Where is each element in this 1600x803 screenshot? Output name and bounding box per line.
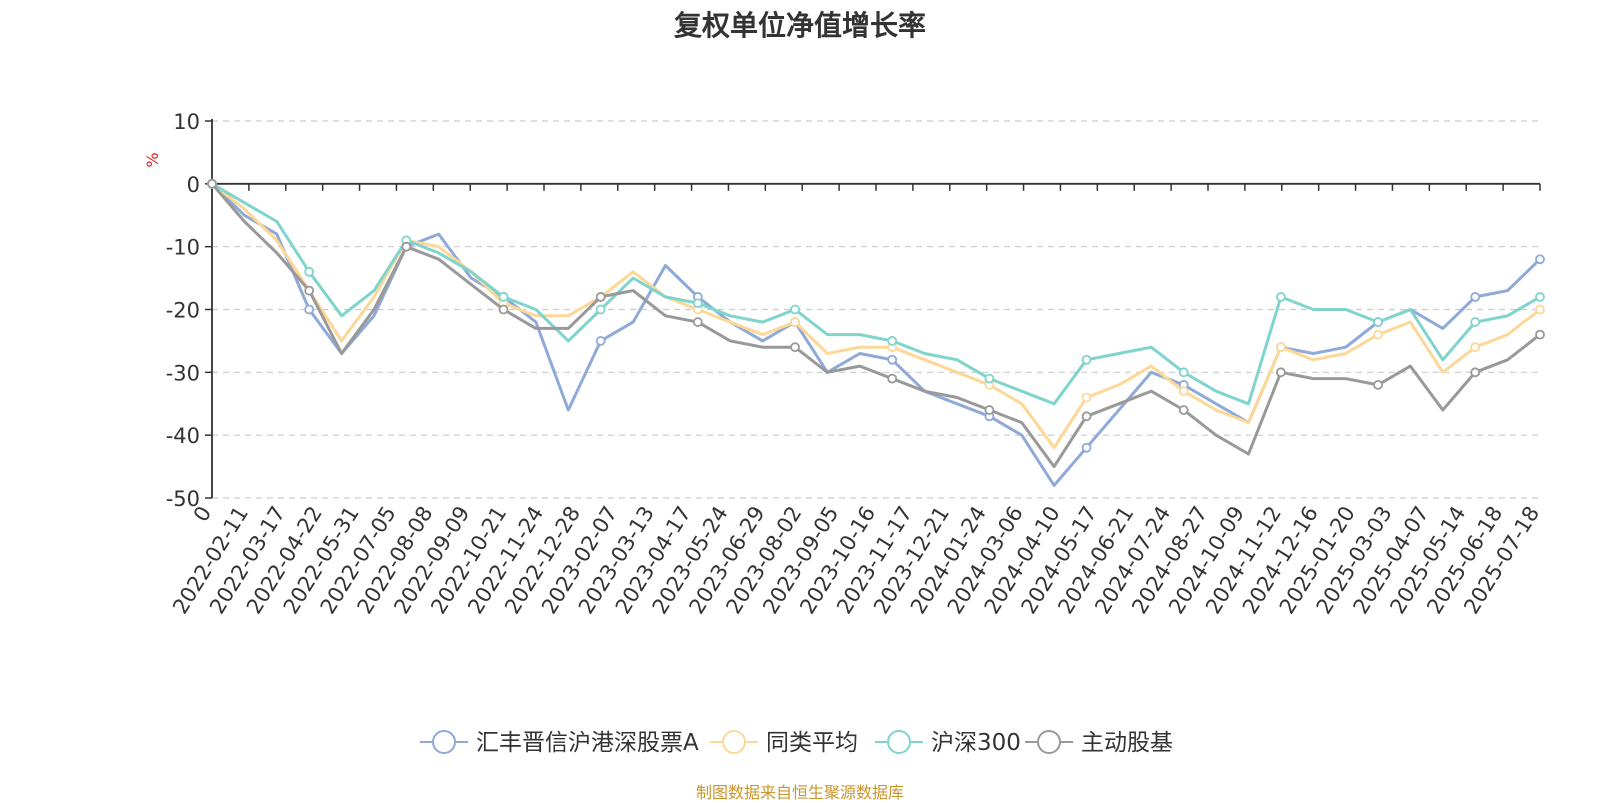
x-tick-label: 0 xyxy=(189,502,216,526)
series-2 xyxy=(207,178,1545,406)
y-tick-label: 0 xyxy=(187,173,200,197)
data-point xyxy=(790,304,800,315)
series-1 xyxy=(207,178,1545,450)
data-point xyxy=(1275,342,1286,353)
data-point xyxy=(790,317,800,327)
data-point xyxy=(790,342,800,353)
data-point xyxy=(1535,304,1545,315)
data-point xyxy=(984,373,995,384)
data-point xyxy=(1470,292,1481,302)
data-point xyxy=(1081,411,1092,422)
data-point xyxy=(1535,329,1545,340)
legend-label: 沪深300 xyxy=(931,730,1021,756)
legend-item[interactable]: 汇丰晋信沪港深股票A xyxy=(420,730,699,756)
data-point xyxy=(1178,367,1189,378)
legend-label: 同类平均 xyxy=(766,730,858,756)
data-point xyxy=(498,304,509,315)
data-point xyxy=(1081,392,1092,403)
data-point xyxy=(692,317,703,327)
data-point xyxy=(1081,354,1092,365)
data-point xyxy=(1535,292,1545,302)
data-point xyxy=(1275,292,1286,302)
legend-label: 主动股基 xyxy=(1081,730,1173,756)
data-point xyxy=(1178,405,1189,415)
legend-item[interactable]: 主动股基 xyxy=(1025,730,1173,756)
y-tick-label: -20 xyxy=(166,299,200,323)
data-point xyxy=(887,373,898,384)
y-tick-label: -10 xyxy=(166,236,200,260)
series-3 xyxy=(207,178,1545,469)
data-point xyxy=(1470,367,1481,378)
series-0 xyxy=(207,178,1545,487)
y-tick-label: -30 xyxy=(166,361,200,385)
y-tick-label: 10 xyxy=(173,110,200,134)
data-point xyxy=(887,336,898,346)
data-point xyxy=(304,266,315,277)
legend-label: 汇丰晋信沪港深股票A xyxy=(476,730,699,756)
data-point xyxy=(1535,254,1545,265)
data-point xyxy=(692,298,703,309)
data-point xyxy=(304,285,315,296)
legend[interactable]: 汇丰晋信沪港深股票A 同类平均 沪深300 主动股基 xyxy=(420,730,1173,756)
data-point xyxy=(595,336,606,346)
data-point xyxy=(498,292,509,302)
series-line xyxy=(210,182,1542,487)
data-point xyxy=(1081,442,1092,453)
data-point xyxy=(1373,317,1383,327)
data-point xyxy=(1275,367,1286,378)
data-point xyxy=(595,304,606,315)
data-point xyxy=(1373,329,1383,340)
y-tick-label: -40 xyxy=(166,424,200,448)
legend-marker xyxy=(887,730,911,754)
axes: 100-10-20-30-40-5002022-02-112022-03-172… xyxy=(166,110,1545,618)
data-point xyxy=(887,354,898,365)
series-group xyxy=(207,178,1545,487)
series-line xyxy=(210,182,1542,469)
legend-item[interactable]: 同类平均 xyxy=(710,730,858,756)
legend-marker xyxy=(1037,730,1061,754)
data-point xyxy=(1470,342,1481,353)
data-point xyxy=(595,292,606,302)
data-point xyxy=(1373,379,1383,390)
data-point xyxy=(304,304,315,315)
data-point xyxy=(207,178,217,189)
data-point xyxy=(401,241,412,252)
data-point xyxy=(1470,317,1481,327)
y-axis-unit-label: % xyxy=(143,152,162,167)
series-line xyxy=(210,182,1542,450)
data-point xyxy=(1178,386,1189,397)
data-source-note: 制图数据来自恒生聚源数据库 xyxy=(695,783,904,802)
legend-item[interactable]: 沪深300 xyxy=(875,730,1021,756)
legend-marker xyxy=(432,730,456,754)
series-line xyxy=(210,182,1542,406)
data-point xyxy=(984,405,995,415)
chart-title: 复权单位净值增长率 xyxy=(673,9,926,42)
legend-marker xyxy=(722,730,746,754)
y-tick-label: -50 xyxy=(166,487,200,511)
